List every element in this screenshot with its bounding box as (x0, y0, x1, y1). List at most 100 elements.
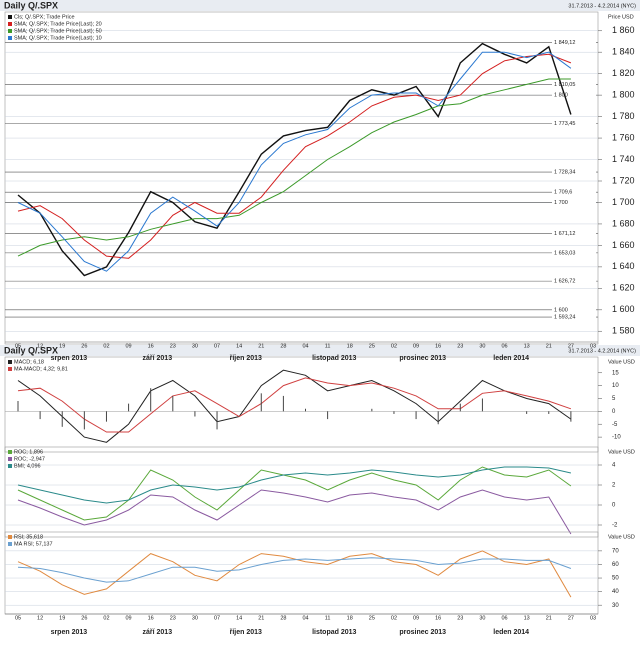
y-axis-label: Price USD (608, 14, 634, 20)
x-tick-label: 03 (590, 615, 596, 621)
series-line (17, 53, 572, 259)
x-tick-label: 11 (325, 343, 331, 349)
y-tick-label: 10 (612, 383, 619, 389)
legend-swatch (8, 464, 12, 468)
month-label: listopad 2013 (312, 629, 356, 636)
x-tick-label: 12 (37, 343, 43, 349)
month-label: prosinec 2013 (399, 629, 446, 636)
x-tick-label: 05 (15, 615, 21, 621)
y-tick-label: 1 760 (612, 132, 635, 142)
legend-swatch (8, 450, 12, 454)
x-tick-label: 13 (524, 615, 530, 621)
x-tick-label: 30 (479, 615, 485, 621)
level-label: 1 671,12 (554, 231, 575, 237)
y-tick-label: 15 (612, 370, 619, 376)
y-tick-label: 30 (612, 603, 619, 609)
series-line (17, 78, 571, 257)
y-tick-label: 70 (612, 548, 619, 554)
level-label: 1 849,12 (554, 40, 575, 46)
legend-entry: MACD; 6,18 (14, 359, 44, 365)
level-label: 1 709,6 (554, 190, 572, 196)
legend-entry: SMA; Q/.SPX; Trade Price(Last); 20 (14, 21, 102, 27)
legend-entry: RSI; 35,618 (14, 534, 43, 540)
x-tick-label: 26 (81, 343, 87, 349)
series-line (17, 557, 572, 583)
y-tick-label: 50 (612, 576, 619, 582)
legend-swatch (8, 29, 12, 33)
level-label-bg (552, 120, 596, 128)
y-axis-label: Value USD (608, 359, 635, 365)
month-label: listopad 2013 (312, 355, 356, 362)
x-tick-label: 02 (103, 615, 109, 621)
y-tick-label: 2 (612, 483, 616, 489)
y-tick-label: 1 800 (612, 90, 635, 100)
x-tick-label: 23 (170, 615, 176, 621)
panel-date: 31.7.2013 - 4.2.2014 (NYC) (568, 348, 636, 354)
x-tick-label: 25 (369, 343, 375, 349)
level-label-bg (552, 249, 596, 257)
x-tick-label: 12 (37, 615, 43, 621)
panel-title: Daily Q/.SPX (4, 345, 58, 355)
x-tick-label: 05 (15, 343, 21, 349)
level-label-bg (552, 229, 596, 237)
series-line (17, 466, 572, 521)
x-tick-label: 21 (546, 615, 552, 621)
x-tick-label: 07 (214, 615, 220, 621)
x-tick-label: 30 (479, 343, 485, 349)
y-axis-label: Value USD (608, 534, 635, 540)
series-line (17, 42, 572, 277)
y-tick-label: 1 840 (612, 47, 635, 57)
x-tick-label: 30 (192, 343, 198, 349)
legend-swatch (8, 36, 12, 40)
legend-swatch (8, 535, 12, 539)
series-line (17, 369, 572, 443)
month-label: září 2013 (143, 355, 173, 362)
x-tick-label: 25 (369, 615, 375, 621)
legend-entry: MA RSI; 57,137 (14, 541, 53, 547)
y-tick-label: 1 860 (612, 25, 635, 35)
legend-swatch (8, 15, 12, 19)
y-tick-label: 0 (612, 503, 616, 509)
y-tick-label: 1 640 (612, 261, 635, 271)
panel-header (0, 0, 640, 11)
legend-entry: Cls; Q/.SPX; Trade Price (14, 14, 75, 20)
x-tick-label: 16 (148, 615, 154, 621)
level-label: 1 593,24 (554, 315, 575, 321)
month-label: srpen 2013 (51, 629, 88, 636)
x-tick-label: 06 (501, 343, 507, 349)
legend-entry: SMA; Q/.SPX; Trade Price(Last); 50 (14, 28, 102, 34)
level-label: 1 728,34 (554, 170, 575, 176)
x-tick-label: 07 (214, 343, 220, 349)
level-label: 1 800 (554, 93, 568, 99)
x-tick-label: 21 (258, 615, 264, 621)
x-tick-label: 14 (236, 615, 242, 621)
series-line (17, 51, 572, 272)
panel-frame (4, 11, 599, 345)
y-tick-label: 1 660 (612, 240, 635, 250)
y-tick-label: 1 620 (612, 283, 635, 293)
x-tick-label: 27 (568, 343, 574, 349)
x-tick-label: 16 (148, 343, 154, 349)
y-tick-label: 1 700 (612, 197, 635, 207)
legend-swatch (8, 542, 12, 546)
series-line (17, 489, 572, 535)
x-tick-label: 04 (302, 615, 308, 621)
series-line (17, 377, 572, 433)
x-tick-label: 09 (413, 343, 419, 349)
x-tick-label: 03 (590, 343, 596, 349)
month-label: leden 2014 (493, 629, 529, 636)
x-tick-label: 09 (413, 615, 419, 621)
legend-swatch (8, 367, 12, 371)
x-tick-label: 04 (302, 343, 308, 349)
legend-entry: ROC; -2,947 (14, 456, 45, 462)
level-label: 1 600 (554, 307, 568, 313)
legend-entry: MA-MACD; 4,32; 9,81 (14, 366, 68, 372)
x-tick-label: 30 (192, 615, 198, 621)
x-tick-label: 19 (59, 343, 65, 349)
x-tick-label: 14 (236, 343, 242, 349)
y-tick-label: 0 (612, 409, 616, 415)
level-label-bg (552, 91, 596, 99)
level-label: 1 653,03 (554, 250, 575, 256)
month-label: říjen 2013 (230, 629, 262, 636)
